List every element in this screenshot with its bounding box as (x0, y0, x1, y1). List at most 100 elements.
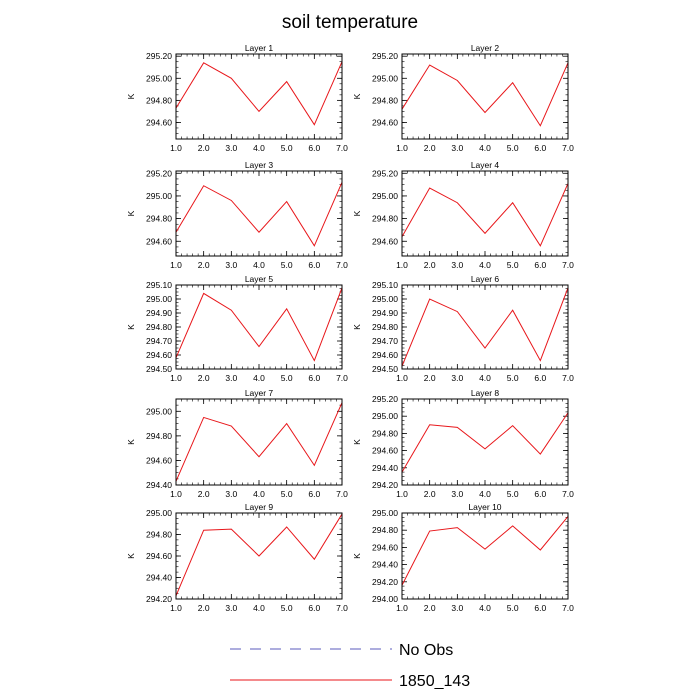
panel-4-x-tick-label: 6.0 (534, 260, 546, 270)
panel-4-x-tick-label: 5.0 (507, 260, 519, 270)
panel-7-y-tick-label: 294.40 (146, 480, 172, 490)
panel-9-frame (175, 512, 343, 600)
panel-3-x-tick-label: 7.0 (336, 260, 348, 270)
panel-9-y-tick-label: 294.60 (146, 551, 172, 561)
panel-3-series-line-1 (175, 182, 343, 247)
panel-7-title: Layer 7 (245, 388, 274, 398)
panel-6-series-line-1 (401, 287, 569, 367)
panel-5-x-tick-label: 6.0 (308, 373, 320, 383)
panel-10-y-tick-label: 294.80 (372, 525, 398, 535)
panel-1-y-tick-label: 294.60 (146, 117, 172, 127)
figure-title: soil temperature (282, 12, 418, 33)
panel-2-x-tick-label: 3.0 (451, 143, 463, 153)
panel-3-y-tick-label: 295.20 (146, 168, 172, 178)
panel-1-x-tick-label: 3.0 (225, 143, 237, 153)
chart-panel-2: Layer 2 K 294.60 294.80 295.00 295.20 1.0 2.0 3.… (352, 43, 574, 153)
panel-8-y-tick-label: 294.20 (372, 480, 398, 490)
panel-8-y-tick-label: 294.80 (372, 428, 398, 438)
panel-7-x-tick-label: 5.0 (281, 489, 293, 499)
panel-10-x-tick-label: 3.0 (451, 603, 463, 613)
panel-9-x-tick-label: 3.0 (225, 603, 237, 613)
panel-9-x-tick-label: 2.0 (198, 603, 210, 613)
panel-1-x-tick-label: 7.0 (336, 143, 348, 153)
panel-2-y-tick-label: 294.80 (372, 95, 398, 105)
panel-3-x-tick-label: 4.0 (253, 260, 265, 270)
panel-3-x-tick-label: 6.0 (308, 260, 320, 270)
panel-10-y-tick-label: 294.40 (372, 560, 398, 570)
panel-10-x-tick-label: 4.0 (479, 603, 491, 613)
panel-3-y-axis-label: K (126, 210, 136, 216)
panel-1-x-tick-label: 2.0 (198, 143, 210, 153)
panel-10-y-axis-label: K (352, 553, 362, 559)
panel-1-x-tick-label: 6.0 (308, 143, 320, 153)
panel-3-frame (175, 170, 343, 257)
panel-1-x-tick-label: 1.0 (170, 143, 182, 153)
panel-4-y-tick-label: 294.80 (372, 214, 398, 224)
panel-5-y-tick-label: 295.00 (146, 294, 172, 304)
panel-7-x-tick-label: 1.0 (170, 489, 182, 499)
panel-2-x-tick-label: 7.0 (562, 143, 574, 153)
panel-9-title: Layer 9 (245, 502, 274, 512)
panel-9-x-tick-label: 1.0 (170, 603, 182, 613)
legend-label-no-obs: No Obs (399, 642, 453, 659)
panel-2-series-line-1 (401, 62, 569, 127)
panel-2-frame (401, 53, 569, 140)
panel-9-x-tick-label: 7.0 (336, 603, 348, 613)
chart-panel-1: Layer 1 K 294.60 294.80 295.00 295.20 1.0 2.0 3.… (126, 43, 348, 153)
panel-1-title: Layer 1 (245, 43, 274, 53)
panel-5-x-tick-label: 2.0 (198, 373, 210, 383)
panel-2-x-tick-label: 2.0 (424, 143, 436, 153)
panel-2-y-axis-label: K (352, 93, 362, 99)
panel-9-y-tick-label: 295.00 (146, 508, 172, 518)
panel-1-y-tick-label: 295.20 (146, 51, 172, 61)
panel-6-y-axis-label: K (352, 324, 362, 330)
panel-10-y-tick-label: 294.00 (372, 594, 398, 604)
panel-7-x-tick-label: 7.0 (336, 489, 348, 499)
panel-5-x-tick-label: 5.0 (281, 373, 293, 383)
panel-3-x-tick-label: 2.0 (198, 260, 210, 270)
panel-10-x-tick-label: 2.0 (424, 603, 436, 613)
chart-panel-4: Layer 4 K 294.60 294.80 295.00 295.20 1.0 2.0 3.… (352, 160, 574, 270)
panel-6-x-tick-label: 1.0 (396, 373, 408, 383)
panel-6-x-tick-label: 4.0 (479, 373, 491, 383)
panel-6-y-tick-label: 294.70 (372, 336, 398, 346)
panel-2-y-tick-label: 294.60 (372, 117, 398, 127)
panel-5-x-tick-label: 7.0 (336, 373, 348, 383)
panel-10-y-tick-label: 294.20 (372, 577, 398, 587)
panel-8-x-tick-label: 1.0 (396, 489, 408, 499)
panel-8-y-tick-label: 295.20 (372, 394, 398, 404)
panel-6-x-tick-label: 2.0 (424, 373, 436, 383)
panel-4-y-axis-label: K (352, 210, 362, 216)
panel-7-y-tick-label: 294.80 (146, 431, 172, 441)
panel-6-y-tick-label: 294.60 (372, 350, 398, 360)
panel-5-x-tick-label: 4.0 (253, 373, 265, 383)
panel-5-y-tick-label: 294.70 (146, 336, 172, 346)
panel-7-x-tick-label: 6.0 (308, 489, 320, 499)
panel-5-y-axis-label: K (126, 324, 136, 330)
panel-8-title: Layer 8 (471, 388, 500, 398)
legend-label-1850-143: 1850_143 (399, 673, 470, 690)
panel-3-x-tick-label: 3.0 (225, 260, 237, 270)
chart-panel-5: Layer 5 K 294.50 294.60 294.70 294.80 294.90 29… (126, 274, 348, 383)
panel-7-series-line-1 (175, 402, 343, 482)
panel-8-x-tick-label: 5.0 (507, 489, 519, 499)
panel-10-y-tick-label: 295.00 (372, 508, 398, 518)
panel-6-y-tick-label: 294.50 (372, 364, 398, 374)
panel-7-x-tick-label: 2.0 (198, 489, 210, 499)
panel-6-title: Layer 6 (471, 274, 500, 284)
panel-2-y-tick-label: 295.00 (372, 73, 398, 83)
panel-8-series-line-1 (401, 412, 569, 473)
panel-4-x-tick-label: 4.0 (479, 260, 491, 270)
panel-5-y-tick-label: 294.60 (146, 350, 172, 360)
chart-panel-7: Layer 7 K 294.40 294.60 294.80 295.00 1.0 2.0 3.… (126, 388, 348, 499)
panel-5-y-tick-label: 294.80 (146, 322, 172, 332)
panel-8-y-tick-label: 294.60 (372, 446, 398, 456)
panel-2-x-tick-label: 6.0 (534, 143, 546, 153)
panel-9-x-tick-label: 4.0 (253, 603, 265, 613)
panel-8-x-tick-label: 2.0 (424, 489, 436, 499)
chart-panel-6: Layer 6 K 294.50 294.60 294.70 294.80 294.90 29… (352, 274, 574, 383)
panel-6-x-tick-label: 5.0 (507, 373, 519, 383)
panel-6-x-tick-label: 7.0 (562, 373, 574, 383)
chart-panel-8: Layer 8 K 294.20 294.40 294.60 294.80 295.00 29… (352, 388, 574, 499)
panel-4-y-tick-label: 294.60 (372, 236, 398, 246)
